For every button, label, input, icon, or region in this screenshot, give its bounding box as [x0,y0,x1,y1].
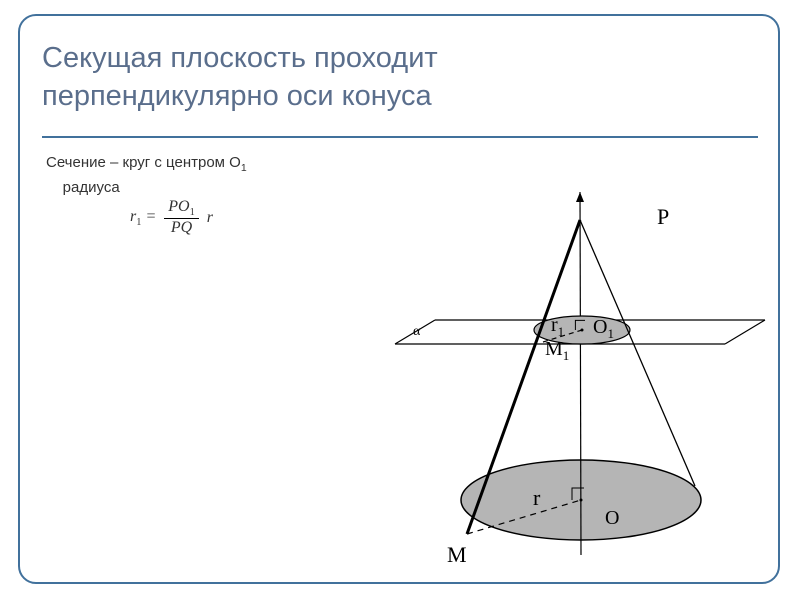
label-O1: O1 [593,316,614,342]
formula-fraction: PO1 PQ [164,198,199,237]
caption-line2: радиуса [63,179,120,196]
diagram-svg [345,180,775,570]
formula-tail: r [207,209,213,227]
label-r: r [533,485,540,511]
title-line-2: перпендикулярно оси конуса [42,78,762,116]
cone-diagram: P O1 r1M1 r O Mα [345,180,775,570]
caption-line1-sub: 1 [241,162,247,174]
caption-line1-prefix: Сечение – круг с центром О [46,154,241,171]
label-r1: r1 [551,314,564,340]
title-block: Секущая плоскость проходит перпендикуляр… [42,40,762,115]
formula-r1: r1 = PO1 PQ r [130,198,213,237]
formula-denominator: PQ [164,219,199,237]
label-P: P [657,204,669,230]
label-alpha: α [413,324,420,340]
caption: Сечение – круг с центром О1 радиуса [46,152,247,199]
label-M1: M1 [545,338,569,364]
title-divider [42,136,758,138]
formula-lhs: r1 = [130,208,156,228]
title-line-1: Секущая плоскость проходит [42,40,762,78]
formula-numerator: PO1 [164,198,199,219]
label-M: M [447,542,467,568]
label-O: O [605,507,619,530]
